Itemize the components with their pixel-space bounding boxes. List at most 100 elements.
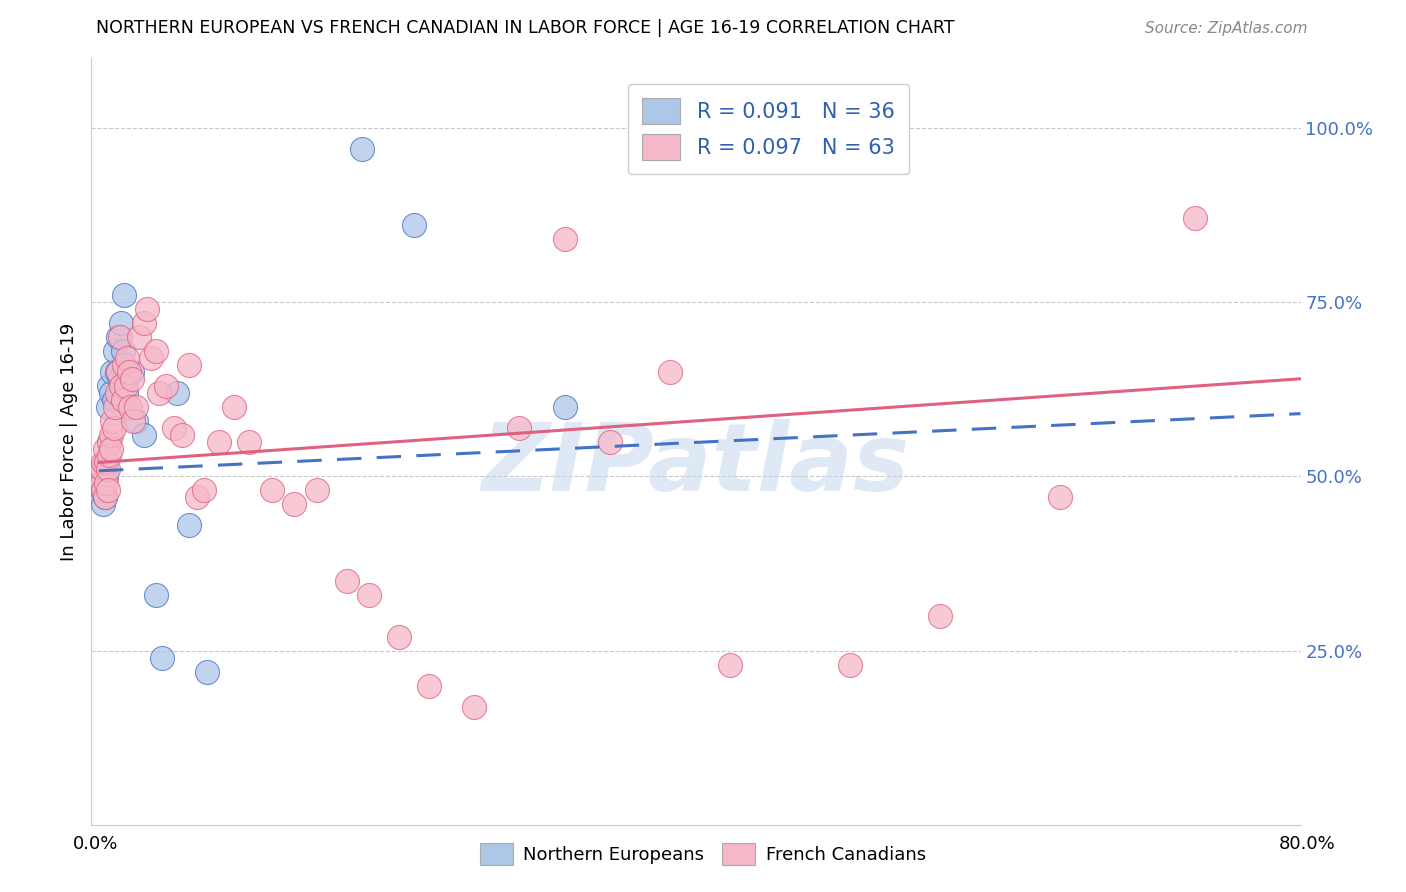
Point — [193, 483, 215, 498]
Point — [103, 392, 125, 407]
Point — [145, 343, 167, 358]
Point — [418, 679, 440, 693]
Point — [108, 372, 131, 386]
Point — [222, 400, 245, 414]
Point — [101, 414, 124, 428]
Point — [115, 378, 138, 392]
Point — [508, 420, 530, 434]
Point — [839, 657, 862, 672]
Point — [125, 414, 148, 428]
Point — [125, 400, 148, 414]
Point — [94, 442, 117, 456]
Point — [98, 434, 121, 449]
Point — [463, 699, 485, 714]
Point — [101, 365, 124, 379]
Point — [90, 462, 112, 476]
Point — [145, 588, 167, 602]
Point — [97, 462, 120, 476]
Point — [104, 400, 127, 414]
Point — [1184, 211, 1206, 226]
Point — [929, 608, 952, 623]
Point — [554, 232, 576, 246]
Point — [104, 343, 127, 358]
Point — [96, 455, 118, 469]
Point — [96, 469, 118, 483]
Point — [128, 330, 150, 344]
Point — [238, 434, 260, 449]
Point — [404, 219, 426, 233]
Point — [98, 378, 121, 392]
Point — [260, 483, 283, 498]
Point — [118, 365, 141, 379]
Point — [150, 650, 173, 665]
Point — [121, 372, 143, 386]
Point — [599, 434, 621, 449]
Point — [186, 491, 208, 505]
Point — [111, 343, 134, 358]
Point — [195, 665, 218, 679]
Point — [388, 630, 411, 644]
Point — [132, 316, 155, 330]
Point — [110, 316, 132, 330]
Point — [90, 483, 112, 498]
Point — [94, 491, 117, 505]
Point — [359, 588, 381, 602]
Point — [155, 378, 177, 392]
Point — [93, 483, 115, 498]
Point — [132, 427, 155, 442]
Point — [89, 469, 111, 483]
Point — [114, 358, 136, 372]
Text: 80.0%: 80.0% — [1279, 835, 1336, 853]
Point — [305, 483, 328, 498]
Point — [94, 491, 117, 505]
Point — [170, 427, 193, 442]
Point — [136, 301, 159, 316]
Point — [554, 400, 576, 414]
Point — [100, 385, 122, 400]
Y-axis label: In Labor Force | Age 16-19: In Labor Force | Age 16-19 — [59, 322, 77, 561]
Point — [93, 469, 115, 483]
Point — [96, 455, 118, 469]
Point — [114, 288, 136, 302]
Legend: Northern Europeans, French Canadians: Northern Europeans, French Canadians — [472, 836, 934, 872]
Text: ZIPatlas: ZIPatlas — [482, 418, 910, 510]
Point — [90, 462, 112, 476]
Point — [107, 330, 129, 344]
Point — [103, 420, 125, 434]
Point — [98, 449, 121, 463]
Point — [166, 385, 188, 400]
Point — [117, 351, 139, 365]
Text: Source: ZipAtlas.com: Source: ZipAtlas.com — [1144, 21, 1308, 36]
Point — [118, 400, 141, 414]
Text: NORTHERN EUROPEAN VS FRENCH CANADIAN IN LABOR FORCE | AGE 16-19 CORRELATION CHAR: NORTHERN EUROPEAN VS FRENCH CANADIAN IN … — [96, 19, 955, 37]
Point — [177, 518, 200, 533]
Point — [658, 365, 681, 379]
Point — [111, 392, 134, 407]
Point — [90, 476, 112, 491]
Point — [718, 657, 741, 672]
Point — [283, 497, 305, 511]
Point — [336, 574, 359, 588]
Point — [93, 497, 115, 511]
Point — [122, 414, 145, 428]
Legend: R = 0.091   N = 36, R = 0.097   N = 63: R = 0.091 N = 36, R = 0.097 N = 63 — [628, 84, 910, 174]
Point — [177, 358, 200, 372]
Point — [163, 420, 186, 434]
Point — [93, 483, 115, 498]
Point — [94, 455, 117, 469]
Point — [93, 455, 115, 469]
Point — [350, 142, 373, 156]
Point — [105, 365, 128, 379]
Point — [120, 400, 142, 414]
Point — [98, 434, 121, 449]
Point — [108, 330, 131, 344]
Point — [107, 365, 129, 379]
Point — [208, 434, 231, 449]
Point — [100, 442, 122, 456]
Point — [1049, 491, 1071, 505]
Point — [115, 385, 138, 400]
Point — [96, 476, 118, 491]
Point — [148, 385, 170, 400]
Point — [97, 400, 120, 414]
Point — [100, 427, 122, 442]
